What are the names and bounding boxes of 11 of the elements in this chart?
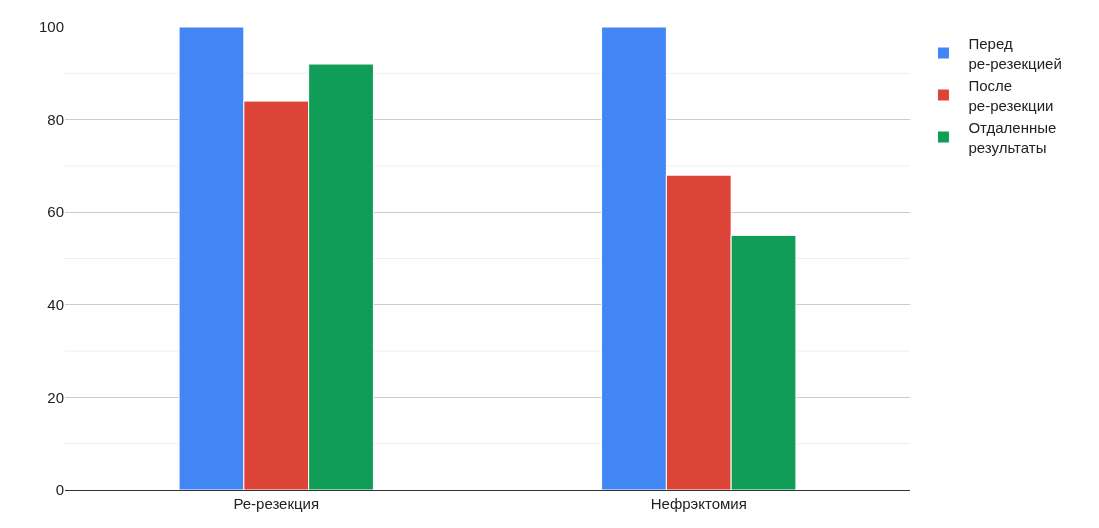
x-tick-label: Нефрэктомия bbox=[650, 495, 747, 512]
y-tick-label: 40 bbox=[47, 296, 64, 314]
y-tick-label: 20 bbox=[47, 388, 64, 406]
legend-label: После ре-резекции bbox=[968, 77, 1054, 114]
legend-label: Перед ре-резекцией bbox=[968, 35, 1062, 72]
y-tick-label: 60 bbox=[47, 203, 64, 221]
y-tick-label: 80 bbox=[47, 110, 64, 128]
x-tick-label: Ре-резекция bbox=[233, 495, 320, 512]
legend-label: Отдаленные результаты bbox=[968, 119, 1057, 156]
y-tick-label: 100 bbox=[38, 18, 64, 36]
y-tick-label: 0 bbox=[55, 481, 64, 499]
